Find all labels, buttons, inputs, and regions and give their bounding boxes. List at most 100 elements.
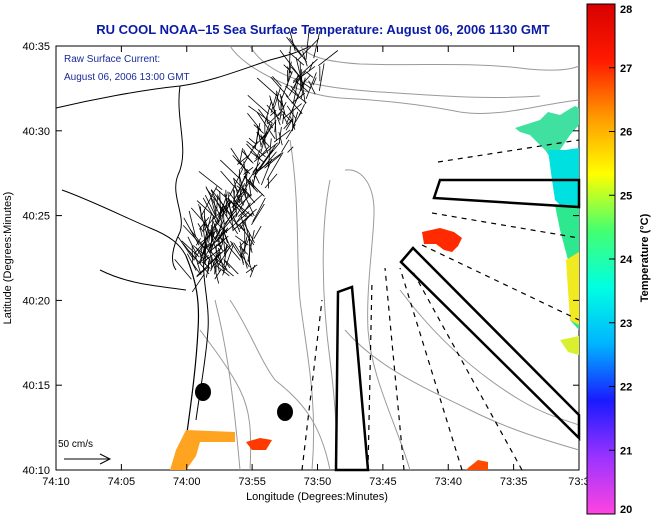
current-vector (279, 111, 282, 121)
current-vector (236, 191, 245, 198)
colorbar-tick-label: 22 (620, 382, 632, 394)
current-vector (256, 77, 278, 97)
current-vector (228, 192, 249, 219)
current-vector (247, 95, 270, 115)
sst-patch (246, 438, 272, 450)
current-vector (313, 31, 321, 59)
current-vector (270, 91, 278, 113)
colorbar-tick-label: 23 (620, 318, 632, 330)
coastline (61, 189, 187, 257)
current-vector (269, 95, 276, 114)
current-vector (205, 218, 222, 241)
current-vector (245, 155, 253, 163)
current-vector (264, 151, 277, 166)
current-vector (232, 188, 238, 217)
current-vector (259, 130, 270, 141)
current-vector (223, 259, 231, 269)
x-tick-label: 73:35 (500, 476, 528, 488)
current-vector (183, 217, 200, 246)
current-vector (238, 240, 246, 248)
colorbar-tick-label: 28 (620, 4, 632, 16)
current-vector (256, 125, 262, 148)
current-vector (270, 109, 277, 116)
current-vector (220, 170, 240, 193)
current-vector (276, 97, 285, 108)
current-vector (260, 123, 270, 146)
current-vector (247, 259, 253, 273)
current-vector (186, 253, 197, 271)
current-vector (217, 194, 228, 222)
current-vector (239, 241, 248, 269)
current-vector (202, 224, 206, 246)
colorbar-tick-label: 20 (620, 504, 632, 516)
x-tick-label: 74:00 (173, 476, 201, 488)
current-vector (291, 79, 306, 111)
current-vector (242, 187, 252, 197)
current-vector (245, 198, 255, 217)
colorbar-tick-label: 24 (620, 254, 633, 266)
scale-arrowhead (99, 453, 112, 465)
current-vector (236, 202, 251, 223)
current-vector (240, 247, 249, 255)
x-tick-label: 73:50 (304, 476, 332, 488)
current-vector (227, 197, 237, 209)
current-vector (290, 85, 299, 96)
current-vector (302, 50, 308, 67)
current-vector (203, 256, 209, 265)
current-vector (305, 72, 317, 100)
current-vector (291, 92, 306, 104)
current-vector (245, 264, 258, 274)
current-vector (198, 204, 208, 237)
current-vector (312, 77, 317, 86)
current-vector (220, 159, 241, 180)
sst-patch-warm (422, 228, 462, 252)
current-vector (238, 174, 247, 199)
current-vector (281, 71, 293, 99)
coastline (99, 269, 187, 291)
current-vector (214, 265, 216, 275)
y-tick-label: 40:10 (22, 465, 50, 477)
current-vector (264, 173, 278, 189)
y-tick-label: 40:25 (22, 211, 50, 223)
current-vector (230, 240, 242, 259)
current-vector (286, 105, 296, 119)
sampling-boxes (334, 178, 581, 472)
current-vector (272, 76, 282, 87)
current-vector (232, 213, 254, 231)
current-vector (208, 241, 216, 249)
current-vector (213, 198, 217, 215)
bathymetry-contour (214, 299, 241, 471)
current-vector (204, 195, 220, 224)
current-vector (216, 203, 224, 221)
current-vector (214, 269, 222, 280)
current-vector (252, 197, 266, 223)
x-tick-label: 73:45 (369, 476, 397, 488)
current-vector (258, 146, 270, 159)
sst-patch (515, 106, 579, 160)
current-vector (299, 62, 302, 91)
bathymetry-contour (289, 139, 315, 471)
current-vector (278, 132, 283, 146)
colorbar-tick-label: 27 (620, 63, 632, 75)
current-vector (297, 38, 320, 61)
current-vector (282, 114, 288, 124)
current-vector (199, 246, 203, 256)
map-layer (55, 27, 581, 472)
sst-patch-nearshore (170, 430, 235, 470)
coastline (172, 85, 184, 271)
current-vector (224, 193, 235, 220)
marker-dot (195, 383, 211, 401)
current-vector (192, 245, 205, 255)
colorbar-label: Temperature (°C) (639, 213, 651, 302)
current-vector (260, 134, 269, 154)
current-vector (243, 166, 254, 175)
current-vector (200, 206, 202, 220)
current-vector (274, 121, 277, 133)
colorbar-ticks: 20 21 22 23 24 25 26 27 28 (609, 3, 633, 516)
y-tick-label: 40:20 (22, 295, 50, 307)
current-vector (217, 248, 230, 267)
current-vector (203, 229, 211, 253)
current-vector (252, 162, 261, 173)
y-axis-label: Latitude (Degrees:Minutes) (2, 192, 14, 325)
current-vector (264, 154, 282, 169)
